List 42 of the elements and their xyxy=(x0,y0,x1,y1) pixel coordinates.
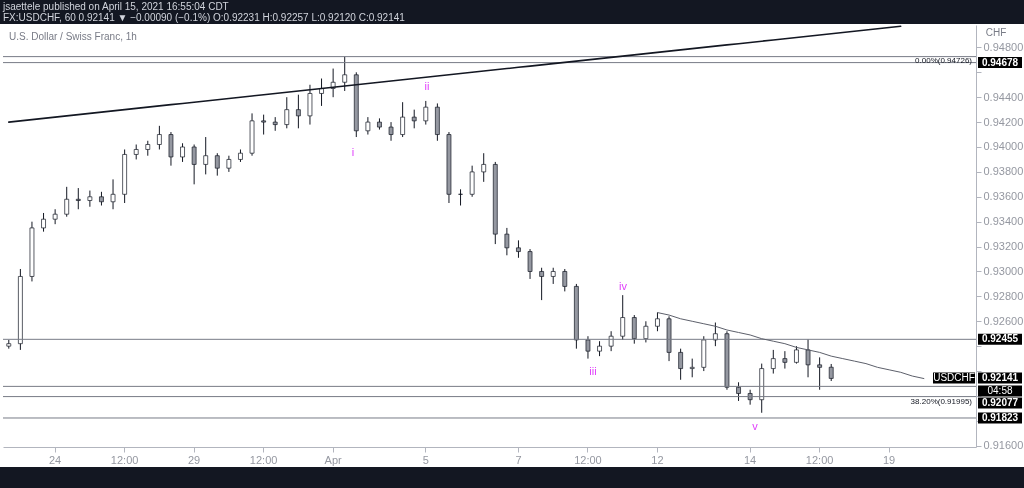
y-tick-label: 0.93000 xyxy=(983,264,1024,277)
y-tick-label: 0.91600 xyxy=(983,439,1024,452)
annotation: 0.00%(0.94726) xyxy=(915,56,973,65)
annotation: iv xyxy=(619,280,628,292)
x-tick-label: 24 xyxy=(49,453,62,466)
x-tick-label: 29 xyxy=(188,453,201,466)
text: 04:58 xyxy=(987,385,1013,396)
x-tick-label: 19 xyxy=(883,453,896,466)
annotation: ii xyxy=(424,80,430,92)
chart-subtitle: FX:USDCHF, 60 0.92141 ▼ −0.00090 (−0.1%) O:0.92231 H:0.92257 L:0.92120 C:0.92141 xyxy=(3,12,405,23)
ref-line-label: 0.92077 xyxy=(981,397,1019,408)
y-tick-label: 0.93400 xyxy=(983,215,1024,228)
text: 0.92141 xyxy=(981,372,1019,383)
ref-line-label: 0.91823 xyxy=(981,412,1019,423)
ref-line-label: 0.94678 xyxy=(981,56,1019,68)
x-tick-label: 12:00 xyxy=(249,453,278,466)
text: CHF xyxy=(985,27,1007,38)
y-tick-label: 0.94200 xyxy=(983,115,1024,128)
y-tick-label: 0.94800 xyxy=(983,40,1024,53)
annotation: i xyxy=(351,146,355,158)
text: jsaettele published on April 15, 2021 16:55:04 CDT xyxy=(3,1,229,12)
x-tick-label: 5 xyxy=(422,453,429,466)
x-tick-label: Apr xyxy=(324,453,343,466)
x-tick-label: 12:00 xyxy=(805,453,834,466)
y-tick-label: 0.92800 xyxy=(983,289,1024,302)
text: U.S. Dollar / Swiss Franc, 1h xyxy=(9,31,137,42)
x-tick-label: 7 xyxy=(515,453,522,466)
annotation: iii xyxy=(589,365,597,377)
x-tick-label: 14 xyxy=(744,453,757,466)
y-tick-label: 0.93600 xyxy=(983,190,1024,203)
y-tick-label: 0.93800 xyxy=(983,165,1024,178)
y-tick-label: 0.94000 xyxy=(983,140,1024,153)
y-tick-label: 0.93200 xyxy=(983,240,1024,253)
annotation: 38.20%(0.91995) xyxy=(910,397,973,406)
x-tick-label: 12:00 xyxy=(110,453,139,466)
ref-line-label: 0.92455 xyxy=(981,333,1019,345)
annotation: USDCHF xyxy=(933,372,975,383)
annotation: v xyxy=(752,420,759,432)
x-tick-label: 12:00 xyxy=(574,453,602,466)
x-tick-label: 12 xyxy=(651,453,664,466)
y-tick-label: 0.92600 xyxy=(983,314,1024,327)
y-tick-label: 0.94400 xyxy=(983,90,1024,103)
